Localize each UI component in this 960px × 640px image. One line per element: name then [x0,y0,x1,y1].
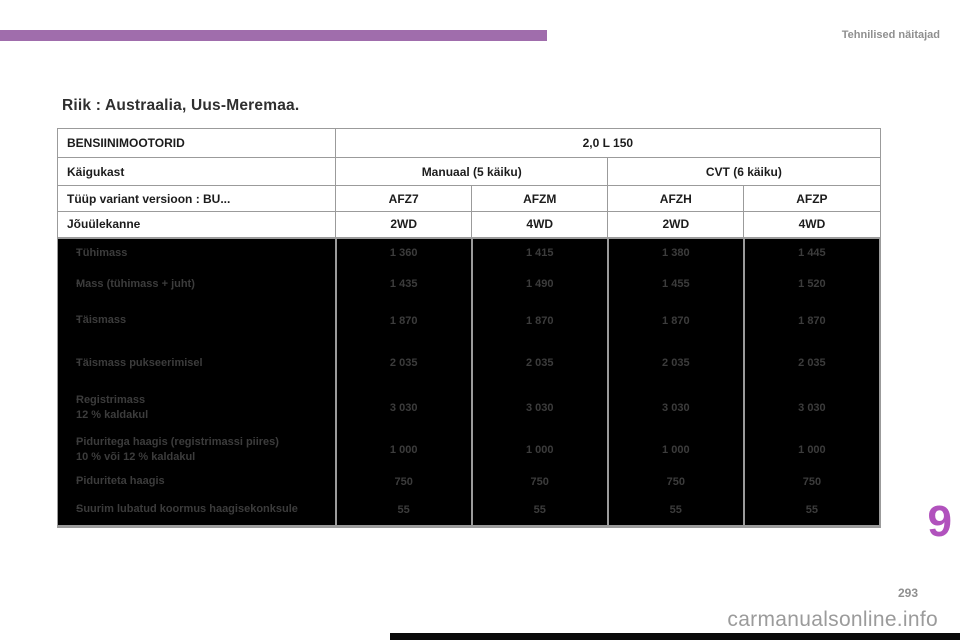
table-row: - Täismass 1 870 1 870 1 870 1 870 [56,300,882,341]
table-body: - Tühimass 1 360 1 415 1 380 1 445 - Mas… [56,236,882,527]
row-value: 2 035 [470,340,609,386]
row-value: 1 520 [742,267,882,301]
engine-value: 2,0 L 150 [335,128,881,158]
row-value: 1 870 [470,300,609,341]
row-value: 55 [334,494,473,527]
table-row: - Tühimass 1 360 1 415 1 380 1 445 [56,236,882,268]
transmission-label: Jõuülekanne [56,211,337,238]
transmission-value: 4WD [471,211,609,238]
type-value: AFZ7 [335,185,473,212]
type-value: AFZM [471,185,609,212]
table-row: - Täismass pukseerimisel 2 035 2 035 2 0… [56,340,882,386]
row-label: Piduritega haagis (registrimassi piires) [76,435,279,448]
table-row: - Suurim lubatud koormus haagisekonksule… [56,494,882,527]
row-value: 1 455 [606,267,745,301]
row-label-line2: 10 % või 12 % kaldakul [76,450,196,463]
table-row: - Registrimass 12 % kaldakul 3 030 3 030… [56,385,882,431]
bullet-dash: - [76,502,80,515]
bullet-dash: - [76,434,80,447]
table-row: - Piduritega haagis (registrimassi piire… [56,430,882,469]
row-value: 1 000 [742,430,882,469]
type-value: AFZH [607,185,745,212]
row-value: 750 [470,468,609,495]
row-label: Piduriteta haagis [76,475,165,487]
site-watermark: carmanualsonline.info [727,608,938,631]
type-label: Tüüp variant versioon : BU... [56,185,337,212]
row-value: 1 360 [334,236,473,268]
row-value: 750 [334,468,473,495]
row-value: 1 000 [470,430,609,469]
row-value: 55 [606,494,745,527]
row-value: 1 435 [334,267,473,301]
table-row: Jõuülekanne 2WD 4WD 2WD 4WD [56,211,881,238]
row-value: 1 000 [606,430,745,469]
row-value: 750 [742,468,882,495]
page-title: Riik : Austraalia, Uus-Meremaa. [62,97,300,114]
accent-bar [0,30,547,41]
spec-table: BENSIINIMOOTORID 2,0 L 150 Käigukast Man… [56,128,882,528]
table-row: Tüüp variant versioon : BU... AFZ7 AFZM … [56,185,881,212]
row-label: Täismass [76,314,127,326]
row-value: 1 445 [742,236,882,268]
bullet-dash: - [76,245,80,258]
type-value: AFZP [743,185,881,212]
engine-label: BENSIINIMOOTORID [56,128,337,158]
row-value: 3 030 [742,385,882,431]
chapter-number: 9 [927,497,952,546]
table-row: - Mass (tühimass + juht) 1 435 1 490 1 4… [56,267,882,301]
row-value: 55 [742,494,882,527]
bullet-dash: - [76,355,80,368]
row-label-line2: 12 % kaldakul [76,409,149,421]
row-value: 1 870 [742,300,882,341]
bottom-bar [390,633,960,640]
bullet-dash: - [76,393,80,405]
bullet-dash: - [76,474,80,486]
table-header: BENSIINIMOOTORID 2,0 L 150 Käigukast Man… [56,128,881,238]
row-value: 750 [606,468,745,495]
table-row: BENSIINIMOOTORID 2,0 L 150 [56,128,881,158]
section-header: Tehnilised näitajad [841,29,940,41]
row-value: 1 490 [470,267,609,301]
transmission-value: 4WD [743,211,881,238]
row-value: 1 000 [334,430,473,469]
row-value: 1 870 [606,300,745,341]
row-value: 1 380 [606,236,745,268]
row-label: Suurim lubatud koormus haagisekonksule [76,503,298,516]
row-value: 1 415 [470,236,609,268]
gearbox-manual: Manuaal (5 käiku) [335,157,609,186]
row-value: 55 [470,494,609,527]
page-number: 293 [897,586,918,600]
gearbox-label: Käigukast [56,157,337,186]
row-value: 3 030 [470,385,609,431]
row-label: Mass (tühimass + juht) [76,277,195,290]
row-value: 3 030 [334,385,473,431]
row-value: 3 030 [606,385,745,431]
row-label: Tühimass [76,246,128,259]
table-row: - Piduriteta haagis 750 750 750 750 [56,468,882,495]
transmission-value: 2WD [335,211,473,238]
table-row: Käigukast Manuaal (5 käiku) CVT (6 käiku… [56,157,881,186]
row-value: 2 035 [606,340,745,386]
bullet-dash: - [76,276,80,289]
row-label: Täismass pukseerimisel [76,356,203,369]
row-value: 2 035 [742,340,882,386]
row-value: 2 035 [334,340,473,386]
bullet-dash: - [76,313,80,325]
row-value: 1 870 [334,300,473,341]
row-label: Registrimass [76,394,146,406]
transmission-value: 2WD [607,211,745,238]
gearbox-cvt: CVT (6 käiku) [607,157,881,186]
